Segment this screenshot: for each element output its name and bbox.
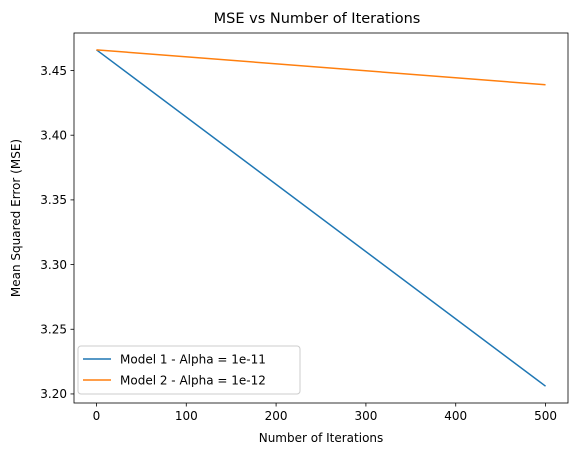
y-axis-ticks: 3.20 3.25 3.30 3.35 3.40 3.45 xyxy=(40,64,74,401)
x-axis-label: Number of Iterations xyxy=(259,431,384,445)
y-tick-label: 3.35 xyxy=(40,193,67,207)
y-tick-label: 3.30 xyxy=(40,258,67,272)
x-tick-label: 100 xyxy=(175,409,198,423)
x-tick-label: 400 xyxy=(444,409,467,423)
legend-entry-label: Model 2 - Alpha = 1e-12 xyxy=(120,373,266,387)
y-tick-label: 3.45 xyxy=(40,64,67,78)
x-tick-label: 200 xyxy=(265,409,288,423)
y-axis-label: Mean Squared Error (MSE) xyxy=(9,139,23,297)
chart-title: MSE vs Number of Iterations xyxy=(214,11,421,27)
plot-frame xyxy=(73,32,569,404)
series-line-model-2 xyxy=(96,49,546,86)
legend-box xyxy=(77,345,301,395)
y-tick-label: 3.25 xyxy=(40,323,67,337)
legend: Model 1 - Alpha = 1e-11 Model 2 - Alpha =… xyxy=(77,345,301,395)
plot-series xyxy=(96,49,546,387)
x-tick-label: 300 xyxy=(354,409,377,423)
legend-entry-label: Model 1 - Alpha = 1e-11 xyxy=(120,352,266,366)
series-line-model-1 xyxy=(96,49,546,387)
y-tick-label: 3.40 xyxy=(40,129,67,143)
x-axis-ticks: 0 100 200 300 400 500 xyxy=(93,403,557,423)
x-tick-label: 500 xyxy=(534,409,557,423)
y-tick-label: 3.20 xyxy=(40,387,67,401)
x-tick-label: 0 xyxy=(93,409,101,423)
